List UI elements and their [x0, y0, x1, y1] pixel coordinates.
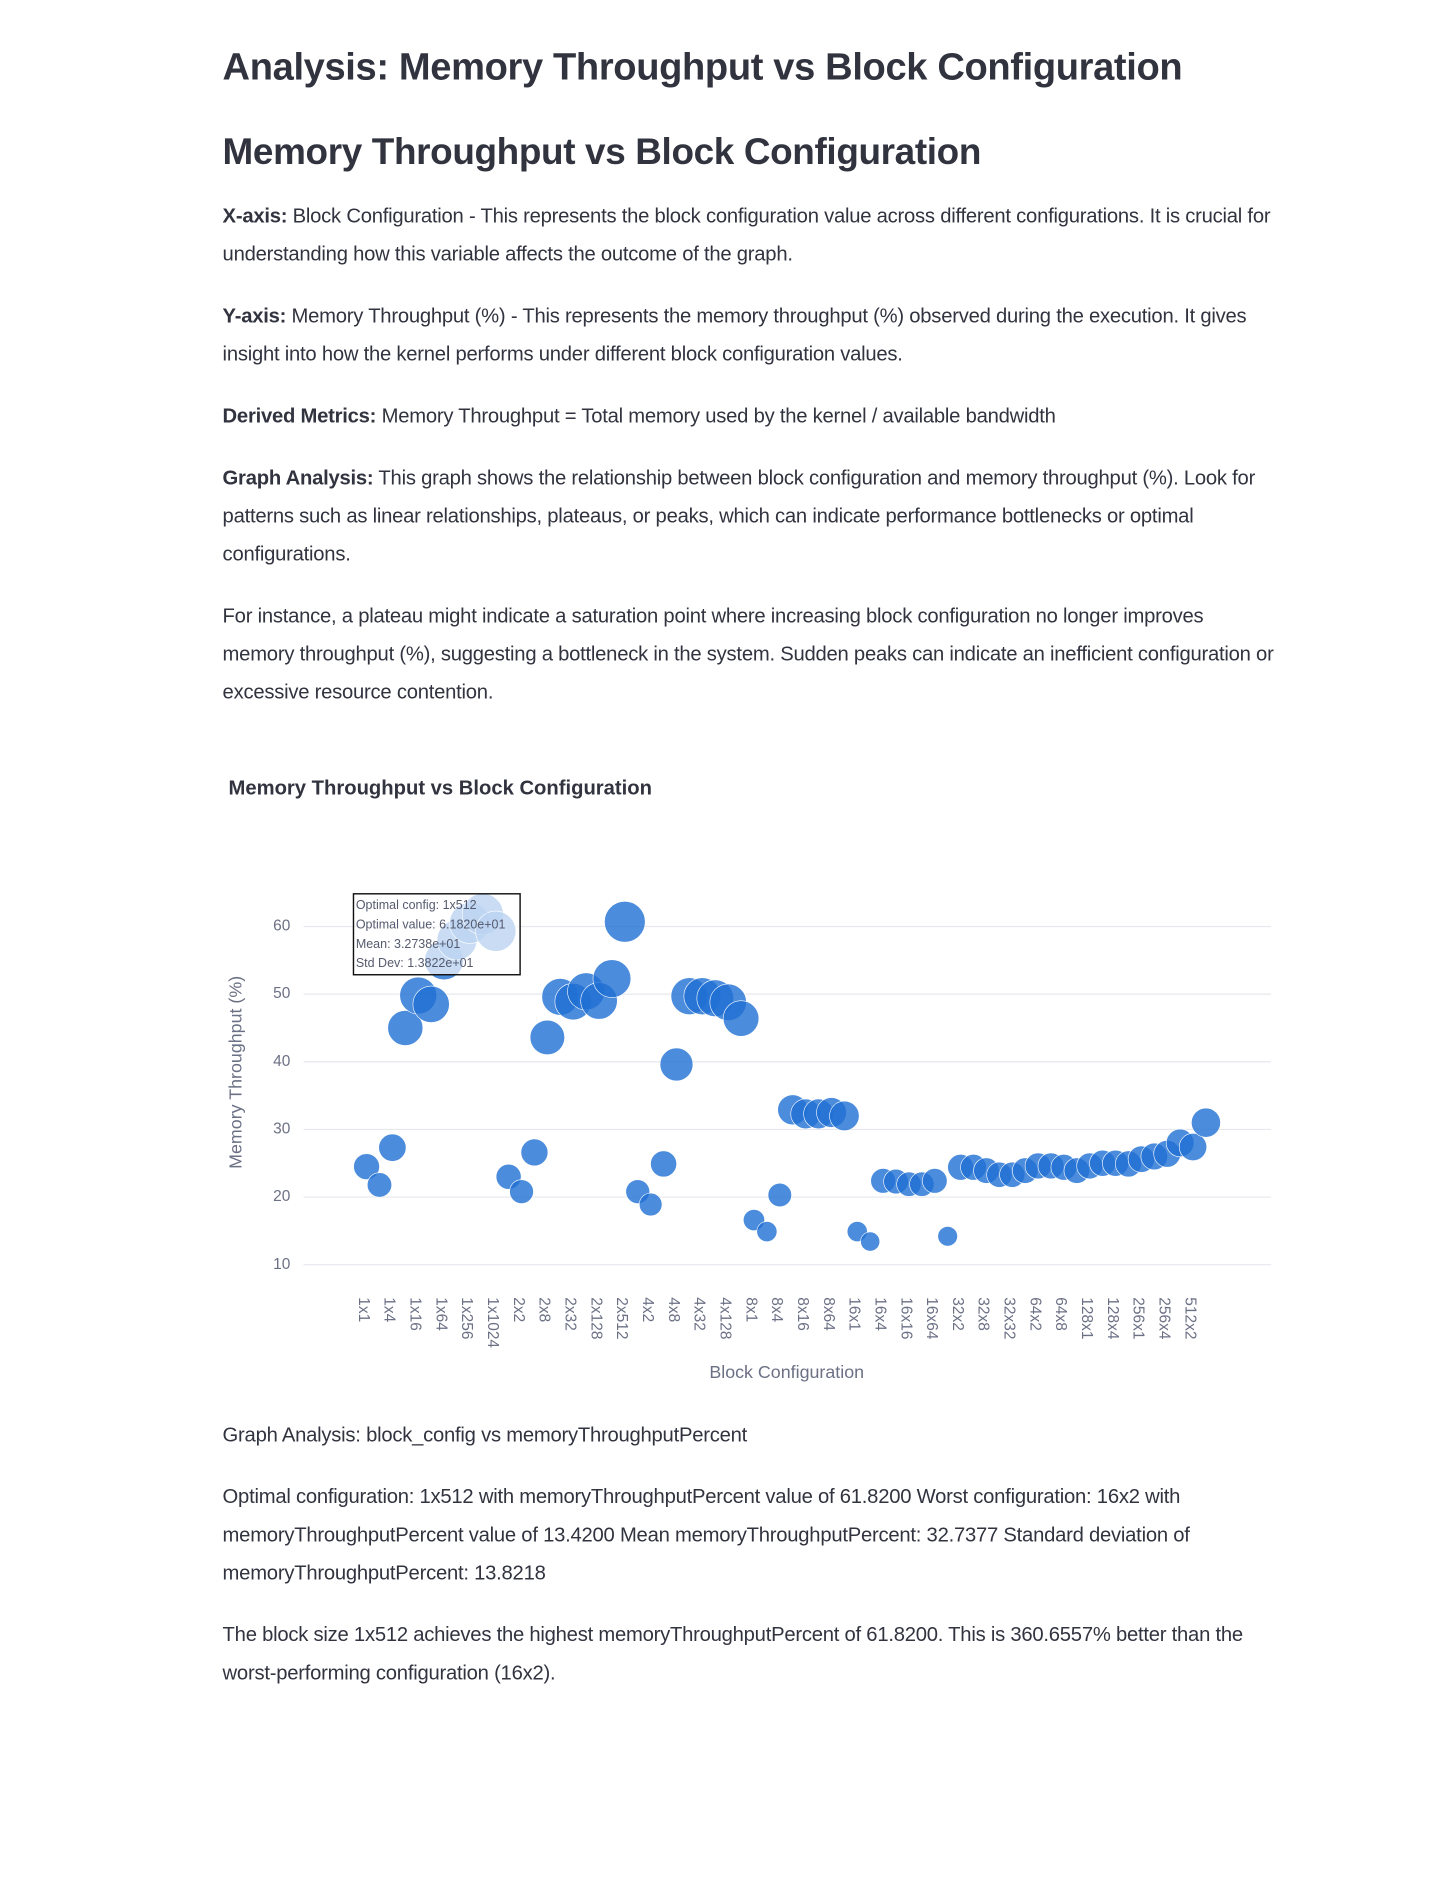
x-tick-label: 8x16 [794, 1297, 811, 1331]
x-tick-label: 2x8 [536, 1297, 553, 1322]
x-tick-label: 4x8 [665, 1297, 682, 1322]
x-tick-label: 128x4 [1104, 1297, 1121, 1340]
note: For instance, a plateau might indicate a… [222, 604, 1274, 704]
x-tick-label: 16x64 [923, 1297, 940, 1340]
x-tick-label: 32x8 [975, 1297, 992, 1331]
x-tick-label: 2x512 [613, 1297, 630, 1339]
page-title: Analysis: Memory Throughput vs Block Con… [222, 45, 1183, 89]
x-tick-label: 1x256 [458, 1297, 475, 1339]
x-tick-label: 4x128 [716, 1297, 733, 1339]
data-point [509, 1179, 534, 1204]
y-tick-label: 10 [273, 1256, 290, 1273]
y-tick-label: 40 [273, 1053, 290, 1070]
x-tick-label: 32x32 [1001, 1297, 1018, 1339]
explanation-label: X-axis: [222, 204, 288, 228]
data-point [592, 959, 632, 998]
analysis-summary: Optimal configuration: 1x512 with memory… [222, 1485, 1190, 1585]
data-point [922, 1168, 948, 1194]
content-column: Analysis: Memory Throughput vs Block Con… [223, 0, 1275, 1716]
y-tick-label: 30 [273, 1121, 290, 1138]
annotation-text: Optimal config: 1x512 [356, 898, 477, 912]
x-tick-label: 8x1 [742, 1297, 759, 1322]
annotation-box [352, 893, 521, 976]
explanation-text: Memory Throughput (%) - This represents … [222, 304, 1247, 366]
explanation: Derived Metrics: Memory Throughput = Tot… [223, 398, 1275, 436]
data-point [366, 1172, 393, 1198]
x-tick-label: 2x2 [510, 1297, 527, 1322]
data-point [412, 985, 450, 1023]
data-point [529, 1019, 565, 1056]
chart: Memory Throughput vs Block Configuration… [226, 777, 1272, 1382]
x-tick-label: 16x1 [846, 1297, 863, 1331]
chart-title: Memory Throughput vs Block Configuration [229, 777, 652, 799]
data-point [937, 1226, 958, 1247]
explanation: Y-axis: Memory Throughput (%) - This rep… [223, 298, 1275, 374]
y-tick-label: 20 [273, 1188, 290, 1205]
x-tick-label: 32x2 [949, 1297, 966, 1331]
annotation-text: Mean: 3.2738e+01 [356, 937, 461, 951]
explanation-text: This graph shows the relationship betwee… [222, 466, 1256, 566]
x-tick-label: 64x2 [1026, 1297, 1043, 1331]
data-point [378, 1133, 407, 1162]
data-point [650, 1150, 677, 1178]
explanation-label: Derived Metrics: [222, 404, 377, 428]
data-point [1179, 1133, 1208, 1162]
data-point [756, 1221, 778, 1242]
data-point [353, 1153, 380, 1180]
data-point [722, 1000, 760, 1037]
y-tick-label: 50 [273, 985, 290, 1002]
x-tick-label: 256x1 [1130, 1297, 1147, 1339]
data-point [860, 1231, 881, 1252]
x-tick-label: 4x2 [639, 1297, 656, 1322]
data-point [520, 1138, 549, 1167]
x-tick-label: 1x1 [355, 1297, 372, 1322]
data-point [604, 901, 646, 943]
x-tick-label: 256x4 [1156, 1297, 1173, 1340]
x-tick-label: 16x16 [897, 1297, 914, 1339]
x-tick-label: 1x4 [381, 1297, 398, 1322]
y-axis-title: Memory Throughput (%) [226, 976, 246, 1169]
x-tick-label: 1x1024 [484, 1297, 501, 1348]
data-point [829, 1100, 860, 1132]
x-tick-label: 1x16 [407, 1297, 424, 1331]
data-point [767, 1182, 792, 1208]
analysis-heading: Graph Analysis: block_config vs memoryTh… [222, 1423, 748, 1447]
data-point [387, 1010, 424, 1046]
explanation-text: Block Configuration - This represents th… [222, 204, 1271, 266]
x-tick-label: 128x1 [1078, 1297, 1095, 1339]
x-tick-label: 2x128 [587, 1297, 604, 1339]
annotation-text: Std Dev: 1.3822e+01 [356, 956, 474, 970]
x-tick-label: 8x4 [768, 1297, 785, 1322]
data-point [659, 1047, 694, 1082]
explanation: X-axis: Block Configuration - This repre… [223, 198, 1275, 274]
data-point [1191, 1107, 1221, 1138]
x-tick-label: 4x32 [691, 1297, 708, 1331]
x-tick-label: 512x2 [1181, 1297, 1198, 1339]
explanation: Graph Analysis: This graph shows the rel… [223, 459, 1275, 573]
annotation-text: Optimal value: 6.1820e+01 [356, 917, 506, 931]
section-title: Memory Throughput vs Block Configuration [222, 130, 982, 173]
x-tick-label: 64x8 [1052, 1297, 1069, 1331]
x-tick-label: 8x64 [820, 1297, 837, 1331]
explanation-label: Graph Analysis: [222, 466, 374, 490]
explanation-text: Memory Throughput = Total memory used by… [381, 404, 1056, 428]
x-tick-label: 16x4 [871, 1297, 888, 1331]
x-tick-label: 1x64 [432, 1297, 449, 1331]
x-tick-label: 2x32 [562, 1297, 579, 1331]
data-point [638, 1192, 663, 1217]
explanation-label: Y-axis: [222, 304, 287, 328]
x-axis-title: Block Configuration [709, 1362, 864, 1382]
y-tick-label: 60 [273, 918, 290, 935]
analysis-comparison: The block size 1x512 achieves the highes… [222, 1623, 1244, 1685]
